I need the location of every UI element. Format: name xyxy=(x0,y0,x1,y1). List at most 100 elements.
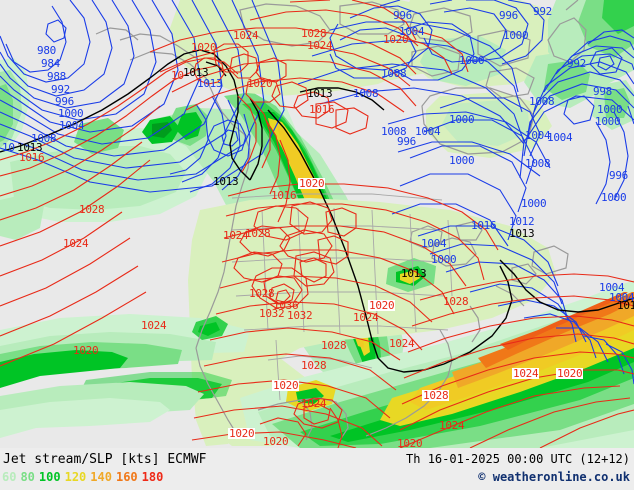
isobar-label: 1016 xyxy=(271,189,297,202)
legend-step-100: 100 xyxy=(38,470,61,484)
isobar-label: 1008 xyxy=(31,132,57,145)
isobar-label: 992 xyxy=(567,57,586,70)
isobar-label: 1008 xyxy=(381,125,407,138)
isobar-label: 996 xyxy=(609,169,628,182)
isobar-label: 1000 xyxy=(58,107,84,120)
isobar-label: 1020 xyxy=(272,379,300,392)
isobar-label: 984 xyxy=(41,57,60,70)
isobar-label: 996 xyxy=(55,95,74,108)
isobar-label: 10 xyxy=(2,141,15,154)
legend-scale: 60 80 100 120 140 160 180 xyxy=(2,470,167,484)
isobar-label: 1004 xyxy=(399,25,425,38)
isobar-label: 992 xyxy=(51,83,70,96)
isobar-label: 1028 xyxy=(301,27,327,40)
isobar-label: 1016 xyxy=(309,103,335,116)
map-canvas xyxy=(0,0,634,448)
isobar-label: 1020 xyxy=(298,177,326,190)
isobar-label: 1013 xyxy=(183,66,209,79)
legend-step-160: 160 xyxy=(115,470,138,484)
weather-map[interactable]: 980 984 988 992 996 1000 1004 1008 10 1013 1016 102… xyxy=(0,0,634,448)
isobar-label: 1004 xyxy=(599,281,625,294)
isobar-label: 1028 xyxy=(245,227,271,240)
valid-time-stamp: Th 16-01-2025 00:00 UTC (12+12) xyxy=(406,452,630,466)
isobar-label: 1000 xyxy=(449,154,475,167)
isobar-label: 1028 xyxy=(321,339,347,352)
isobar-label: 1004 xyxy=(609,291,634,304)
isobar-label: 1024 xyxy=(233,29,259,42)
isobar-label: 1020 xyxy=(383,33,409,46)
isobar-label: 1024 xyxy=(512,367,540,380)
isobar-label: 1024 xyxy=(389,337,415,350)
isobar-label: 1008 xyxy=(529,95,555,108)
isobar-label: 1024 xyxy=(307,39,333,52)
isobar-label: 10 xyxy=(171,69,184,82)
isobar-label: 1024 xyxy=(141,319,167,332)
legend-step-60: 60 xyxy=(2,470,17,484)
isobar-label: 992 xyxy=(533,5,552,18)
isobar-label: 1004 xyxy=(59,119,85,132)
legend-step-120: 120 xyxy=(64,470,87,484)
isobar-label: 996 xyxy=(397,135,416,148)
isobar-label: 1032 xyxy=(259,307,285,320)
isobar-label: 1016 xyxy=(19,151,45,164)
isobar-label: 1000 xyxy=(503,29,529,42)
isobar-label: 1016 xyxy=(471,219,497,232)
chart-title: Jet stream/SLP [kts] ECMWF xyxy=(3,452,207,467)
isobar-label: 1008 xyxy=(381,67,407,80)
isobar-label: 980 xyxy=(37,44,56,57)
isobar-label: 1004 xyxy=(547,131,573,144)
isobar-label: 1008 xyxy=(525,157,551,170)
legend-step-180: 180 xyxy=(141,470,164,484)
isobar-1013 xyxy=(0,49,634,373)
copyright-notice: © weatheronline.co.uk xyxy=(478,470,630,484)
isobar-label: 1020 xyxy=(263,435,289,448)
isobar-label: 1020 xyxy=(556,367,584,380)
isobar-label: 988 xyxy=(47,70,66,83)
isobar-label: 1013 xyxy=(17,141,43,154)
legend-step-80: 80 xyxy=(20,470,35,484)
isobar-label: 1013 xyxy=(197,77,223,90)
isobar-label: 998 xyxy=(593,85,612,98)
isobar-label: 1000 xyxy=(449,113,475,126)
isobar-label: 1020 xyxy=(368,299,396,312)
isobar-label: 1008 xyxy=(353,87,379,100)
isobar-label: 996 xyxy=(393,9,412,22)
isobar-label: 1013 xyxy=(617,299,634,312)
isobars-high xyxy=(0,0,634,448)
isobar-label: 1000 xyxy=(431,253,457,266)
footer-bar: Jet stream/SLP [kts] ECMWF Th 16-01-2025… xyxy=(0,448,634,490)
isobar-label: 1024 xyxy=(301,397,327,410)
isobar-label: 1013 xyxy=(401,267,427,280)
isobar-label: 1000 xyxy=(521,197,547,210)
isobar-label: 1024 xyxy=(353,311,379,324)
isobar-label: 1004 xyxy=(421,237,447,250)
isobar-label: 1013 xyxy=(307,87,333,100)
isobar-label: 1032 xyxy=(287,309,313,322)
isobars-low xyxy=(0,0,634,385)
isobar-label: 1024 xyxy=(223,229,249,242)
isobar-label: 1024 xyxy=(63,237,89,250)
isobar-label: 1004 xyxy=(525,129,551,142)
isobar-label: 1012 xyxy=(509,215,535,228)
legend-step-140: 140 xyxy=(90,470,112,484)
isobar-label: 1020 xyxy=(73,344,99,357)
isobar-label: 1020 xyxy=(247,77,273,90)
isobar-label: 1024 xyxy=(439,419,465,432)
isobar-label: 1000 xyxy=(595,115,621,128)
isobar-label: 1000 xyxy=(459,54,485,67)
isobar-label: 1013 xyxy=(213,175,239,188)
isobar-label: 1000 xyxy=(597,103,623,116)
isobar-label: 1020 xyxy=(397,437,423,448)
isobar-label: 1028 xyxy=(301,359,327,372)
isobar-label: 1028 xyxy=(79,203,105,216)
isobar-label: 1036 xyxy=(273,299,299,312)
isobar-label: 1028 xyxy=(443,295,469,308)
isobar-label: 996 xyxy=(499,9,518,22)
isobar-label: 1028 xyxy=(422,389,450,402)
isobar-label: 1020 xyxy=(228,427,256,440)
isobar-label: 1028 xyxy=(249,287,275,300)
isobar-label: 1000 xyxy=(601,191,627,204)
isobar-label: 1013 xyxy=(509,227,535,240)
isobar-label: 1004 xyxy=(415,125,441,138)
